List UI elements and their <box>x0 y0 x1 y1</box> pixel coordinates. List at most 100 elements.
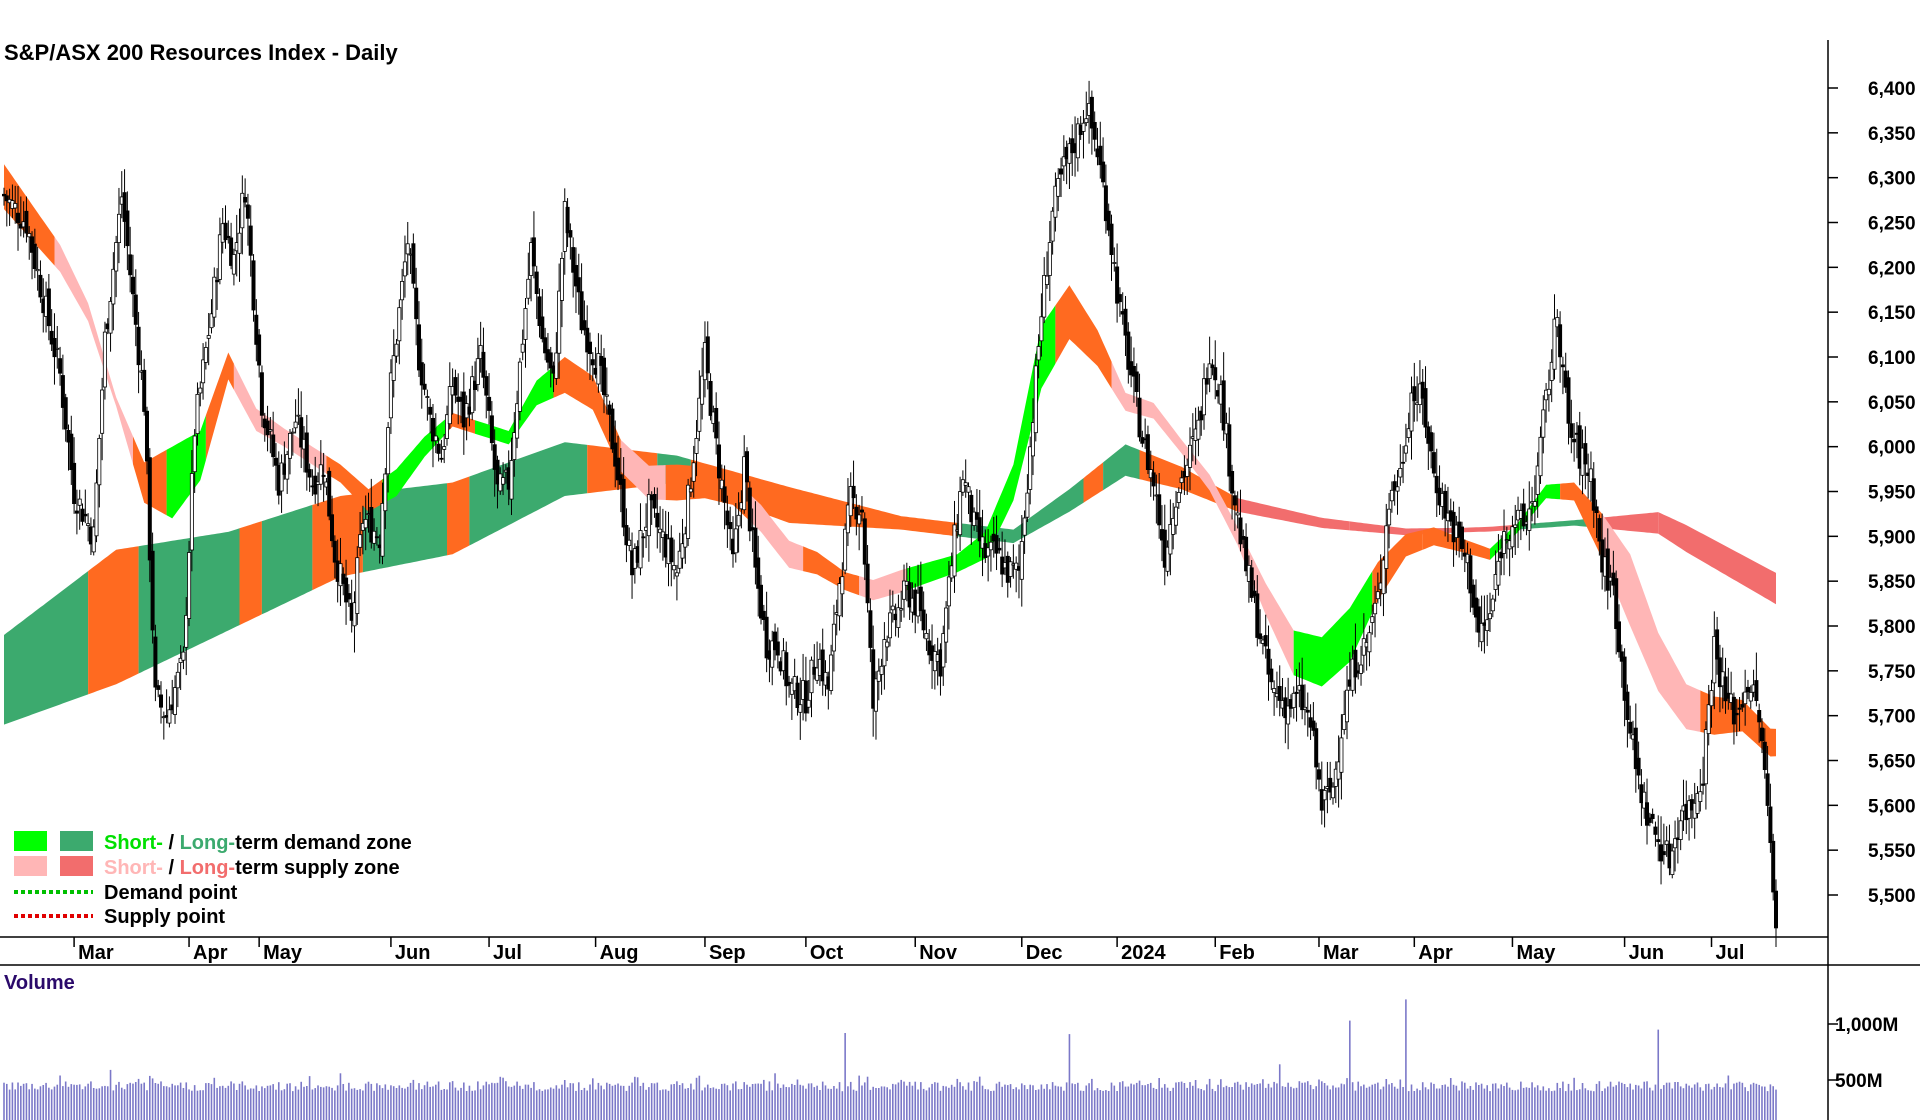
long-term-zone-transition <box>239 521 262 626</box>
candle-body-down <box>1238 517 1243 545</box>
x-tick-label: Jun <box>1629 942 1665 964</box>
candle-body-down <box>582 320 587 331</box>
legend-swatch-short-supply <box>14 856 47 876</box>
volume-tick-label: 1,000M <box>1835 1015 1898 1036</box>
candle-body-up <box>512 432 517 460</box>
candle-body-down <box>1123 308 1128 336</box>
candle-body-down <box>125 210 130 247</box>
candle-body-up <box>1075 123 1080 159</box>
x-tick-label: Jun <box>395 942 431 964</box>
candle-body-down <box>346 593 351 600</box>
candle-body-down <box>1412 386 1417 402</box>
x-tick-label: Dec <box>1026 942 1063 964</box>
candle-body-down <box>803 680 808 714</box>
candle-body-down <box>531 237 536 267</box>
candle-body-down <box>669 537 674 563</box>
candle-body-up <box>386 427 391 475</box>
candle-body-down <box>1723 676 1728 702</box>
candle-body-up <box>1053 185 1058 218</box>
candle-body-up <box>857 514 862 525</box>
candle-body-down <box>1258 633 1263 640</box>
volume-y-axis: 1,000M 500M <box>1828 1015 1898 1092</box>
short-term-zone-supply <box>620 439 666 500</box>
candle-body-down <box>705 336 710 374</box>
candle-body-down <box>481 351 486 378</box>
legend-swatch-long-demand <box>60 831 93 851</box>
short-term-zone-transition <box>1700 690 1776 757</box>
candle-body-up <box>1207 363 1212 379</box>
candle-body-up <box>290 431 295 434</box>
long-term-zone-demand <box>1103 444 1140 491</box>
candle-body-down <box>327 470 332 517</box>
short-term-zone-demand <box>382 417 447 504</box>
candle-body-down <box>537 296 542 326</box>
candle-body-up <box>1538 436 1543 477</box>
price-y-axis: 6,400 6,350 6,300 6,250 6,200 6,150 6,100 6,050… <box>1828 79 1916 907</box>
candle-body-down <box>1117 294 1122 303</box>
candle-body-down <box>1583 443 1588 465</box>
candle-body-down <box>1199 410 1204 421</box>
candle-body-up <box>719 479 724 490</box>
candle-body-down <box>1476 606 1481 633</box>
candle-body-down <box>851 485 856 499</box>
candle-body-up <box>1056 178 1061 197</box>
candle-body-down <box>1109 223 1114 256</box>
candle-body-down <box>1151 472 1156 487</box>
candle-body-down <box>69 433 74 471</box>
x-tick-label: Apr <box>193 942 228 964</box>
candle-body-down <box>773 631 778 651</box>
candle-body-up <box>1179 477 1184 483</box>
candle-body-up <box>1286 705 1291 725</box>
long-term-zone-transition <box>88 546 139 695</box>
candle-body-up <box>1384 525 1389 569</box>
candle-body-up <box>1112 262 1117 264</box>
candle-body-up <box>358 534 363 548</box>
candle-body-down <box>49 330 54 345</box>
candle-body-up <box>798 704 803 713</box>
candle-body-down <box>1754 680 1759 702</box>
candle-body-down <box>156 685 161 690</box>
candle-body-up <box>1406 428 1411 439</box>
candle-body-down <box>795 682 800 708</box>
candle-body-down <box>624 525 629 546</box>
candle-body-down <box>122 192 127 222</box>
candle-body-down <box>24 210 29 234</box>
candle-body-down <box>147 457 152 561</box>
candle-body-down <box>571 247 576 273</box>
candle-body-up <box>876 670 881 682</box>
short-term-zone-transition <box>553 357 621 472</box>
y-tick-label: 6,300 <box>1868 169 1916 190</box>
candle-body-up <box>394 343 399 357</box>
candle-body-up <box>35 268 40 272</box>
candle-body-down <box>1317 769 1322 780</box>
candle-body-down <box>226 235 231 239</box>
candle-body-down <box>1701 783 1706 786</box>
candle-body-up <box>77 498 82 506</box>
date-x-axis: Mar Apr May Jun Jul Aug Sep Oct Nov Dec 2024 Feb Mar… <box>73 937 1744 964</box>
candle-body-up <box>596 353 601 385</box>
candle-body-down <box>142 369 147 412</box>
candle-body-down <box>374 536 379 539</box>
candle-body-down <box>150 550 155 631</box>
candle-body-down <box>273 457 278 466</box>
y-tick-label: 5,900 <box>1868 527 1916 548</box>
y-tick-label: 6,050 <box>1868 393 1916 414</box>
candle-body-down <box>862 518 867 565</box>
candle-body-up <box>1678 820 1683 840</box>
candle-body-down <box>1305 709 1310 713</box>
candle-body-down <box>994 535 999 554</box>
long-term-zone-supply <box>1658 512 1776 605</box>
y-tick-label: 6,250 <box>1868 214 1916 235</box>
candle-body-down <box>652 493 657 509</box>
candle-body-up <box>184 615 189 648</box>
candle-body-down <box>602 357 607 396</box>
candle-body-up <box>831 623 836 652</box>
candle-body-up <box>1019 541 1024 580</box>
candle-body-up <box>988 541 993 551</box>
long-term-zone-supply <box>1602 512 1659 534</box>
candle-body-down <box>1619 651 1624 662</box>
candle-body-down <box>1625 691 1630 720</box>
candle-body-up <box>1188 444 1193 468</box>
candle-body-down <box>1092 122 1097 140</box>
y-tick-label: 5,850 <box>1868 572 1916 593</box>
